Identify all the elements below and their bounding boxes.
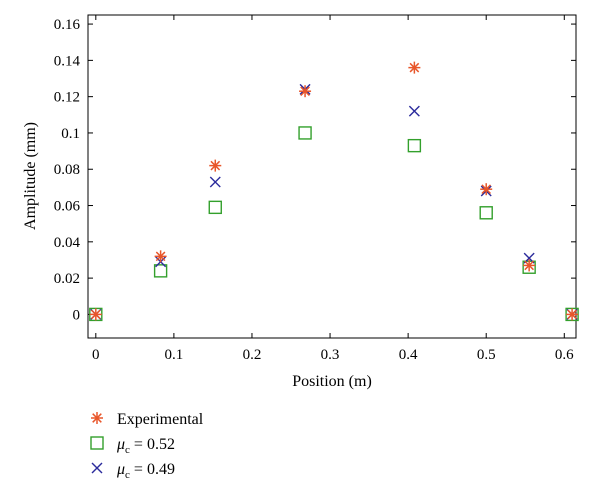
x-tick-label: 0.5 xyxy=(477,347,496,363)
series-0-point xyxy=(408,61,421,74)
legend-marker-2 xyxy=(91,462,103,474)
axis-ticks: 0 0.1 0.2 0.3 0.4 0.5 0.6 0 0.02 0.04 0.06 0.08 0.1 0… xyxy=(54,15,576,363)
data-marks xyxy=(89,61,579,322)
x-tick-label: 0 xyxy=(92,347,100,363)
series-1-point xyxy=(298,126,312,140)
x-tick-label: 0.1 xyxy=(165,347,184,363)
x-tick-label: 0.2 xyxy=(243,347,262,363)
y-axis-label: Amplitude (mm) xyxy=(22,122,39,230)
y-tick-label: 0.1 xyxy=(61,126,80,142)
y-tick-label: 0.16 xyxy=(54,17,81,33)
legend: Experimental μc = 0.52 μc = 0.49 xyxy=(90,411,204,481)
series-0-point xyxy=(523,259,536,272)
series-0-point xyxy=(480,183,493,196)
legend-label-2: μc = 0.49 xyxy=(116,461,175,481)
series-0-point xyxy=(154,250,167,263)
x-tick-label: 0.3 xyxy=(321,347,340,363)
y-tick-label: 0.12 xyxy=(54,90,80,106)
legend-label-0: Experimental xyxy=(117,411,204,428)
series-0-point xyxy=(209,159,222,172)
legend-label-1: μc = 0.52 xyxy=(116,436,175,456)
x-tick-label: 0.6 xyxy=(555,347,574,363)
series-1-point xyxy=(208,200,222,215)
series-0-point xyxy=(299,85,312,98)
y-tick-label: 0.06 xyxy=(54,199,81,215)
legend-marker-0 xyxy=(91,412,103,424)
series-0-point xyxy=(89,308,102,321)
legend-marker-1 xyxy=(90,436,104,450)
series-1-point xyxy=(407,138,422,153)
y-tick-label: 0.02 xyxy=(54,271,80,287)
y-tick-label: 0.14 xyxy=(54,53,81,69)
y-tick-label: 0 xyxy=(73,307,81,323)
y-tick-label: 0.08 xyxy=(54,162,80,178)
series-1-point xyxy=(479,206,493,220)
plot-area xyxy=(87,14,577,339)
series-2-point xyxy=(209,176,221,188)
x-tick-label: 0.4 xyxy=(399,347,418,363)
series-1-point xyxy=(153,264,168,278)
series-2-point xyxy=(408,105,420,117)
series-0-point xyxy=(566,308,579,321)
y-tick-label: 0.04 xyxy=(54,235,81,251)
x-axis-label: Position (m) xyxy=(292,373,372,390)
